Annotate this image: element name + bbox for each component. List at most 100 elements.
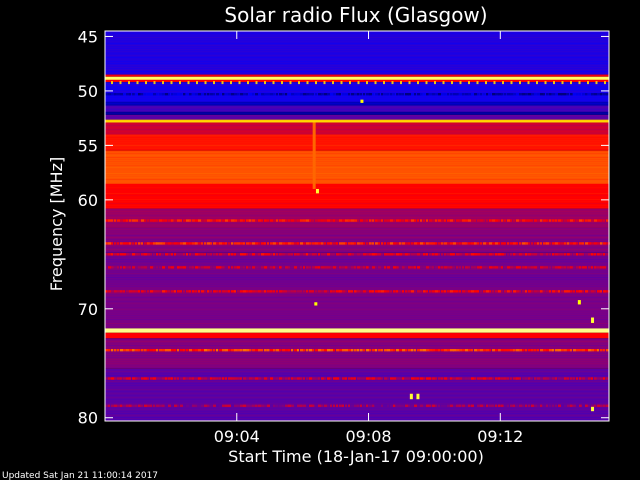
emission-line-segment (540, 404, 543, 407)
emission-line-segment (549, 266, 552, 269)
emission-line-segment (111, 404, 115, 407)
emission-line-segment (303, 348, 306, 352)
emission-line-segment (579, 219, 583, 222)
emission-line-segment (372, 377, 376, 380)
emission-line-segment (105, 92, 108, 96)
emission-line-segment (483, 253, 487, 256)
emission-line-segment (561, 219, 564, 222)
emission-line-segment (378, 290, 382, 293)
texture-strip (105, 357, 609, 358)
emission-line-segment (564, 348, 567, 352)
emission-line-segment (309, 219, 312, 222)
emission-line-segment (210, 404, 213, 407)
emission-line-segment (294, 253, 297, 256)
texture-strip (105, 205, 609, 206)
emission-line-segment (387, 290, 390, 293)
emission-line-segment (252, 219, 256, 222)
emission-line-segment (318, 92, 322, 96)
texture-strip (105, 363, 609, 364)
texture-strip (105, 285, 609, 286)
emission-line-segment (183, 219, 186, 222)
emission-line-segment (276, 377, 279, 380)
emission-line-segment (297, 348, 300, 352)
texture-strip (105, 293, 609, 294)
emission-line-segment (438, 290, 441, 293)
interference-dot (417, 81, 419, 85)
texture-strip (105, 303, 609, 304)
emission-line-segment (462, 253, 466, 256)
emission-line-segment (555, 242, 559, 245)
emission-line-segment (348, 92, 351, 96)
emission-line-segment (354, 348, 357, 352)
emission-line-segment (465, 242, 468, 245)
emission-line-segment (321, 348, 325, 352)
emission-line-segment (414, 348, 417, 352)
texture-strip (105, 223, 609, 224)
emission-line-segment (315, 219, 319, 222)
emission-line-segment (231, 242, 234, 245)
emission-line-segment (462, 377, 466, 380)
emission-line-segment (429, 253, 433, 256)
emission-line-segment (420, 404, 424, 407)
texture-strip (105, 115, 609, 116)
emission-line-segment (450, 348, 454, 352)
emission-line-segment (513, 404, 516, 407)
emission-line-segment (216, 92, 220, 96)
emission-line-segment (558, 266, 562, 269)
emission-line-segment (558, 242, 561, 245)
texture-strip (105, 365, 609, 366)
emission-line-segment (480, 253, 484, 256)
emission-line-segment (249, 92, 253, 96)
texture-strip (105, 229, 609, 230)
emission-line-segment (441, 348, 445, 352)
emission-line-segment (114, 348, 117, 352)
emission-line-segment (411, 92, 415, 96)
emission-line-segment (303, 404, 307, 407)
emission-line-segment (300, 253, 303, 256)
emission-line-segment (441, 290, 444, 293)
emission-line-segment (486, 219, 489, 222)
emission-line-segment (519, 348, 523, 352)
emission-line-segment (264, 219, 267, 222)
emission-line-segment (363, 266, 366, 269)
interference-dot (570, 81, 572, 85)
emission-line-segment (282, 219, 286, 222)
emission-line-segment (570, 348, 573, 352)
interference-dot (604, 81, 606, 85)
emission-line-segment (297, 377, 300, 380)
emission-line-segment (213, 253, 216, 256)
emission-line-segment (333, 242, 337, 245)
emission-line-segment (597, 242, 601, 245)
emission-line-segment (480, 266, 483, 269)
emission-line-segment (378, 266, 382, 269)
emission-line-segment (198, 253, 201, 256)
emission-line-segment (567, 266, 571, 269)
emission-line-segment (222, 92, 225, 96)
emission-line-segment (588, 404, 591, 407)
emission-line-segment (183, 242, 187, 245)
emission-line-segment (198, 92, 202, 96)
emission-line-segment (528, 404, 531, 407)
emission-line-segment (471, 253, 475, 256)
emission-line-segment (462, 290, 466, 293)
emission-line-segment (576, 377, 579, 380)
emission-line-segment (420, 92, 423, 96)
emission-line-segment (213, 219, 217, 222)
emission-line-segment (192, 377, 195, 380)
emission-line-segment (345, 242, 348, 245)
emission-line-segment (156, 219, 159, 222)
emission-line-segment (288, 92, 292, 96)
emission-line-segment (177, 92, 181, 96)
emission-line-segment (450, 92, 453, 96)
emission-line-segment (528, 219, 532, 222)
emission-line-segment (384, 266, 387, 269)
emission-line-segment (267, 377, 270, 380)
texture-strip (105, 177, 609, 178)
emission-line-segment (480, 348, 484, 352)
emission-line-segment (309, 253, 313, 256)
emission-line-segment (210, 266, 213, 269)
emission-line-segment (489, 290, 492, 293)
emission-line-segment (486, 266, 489, 269)
emission-line-segment (315, 377, 319, 380)
emission-line-segment (237, 348, 241, 352)
